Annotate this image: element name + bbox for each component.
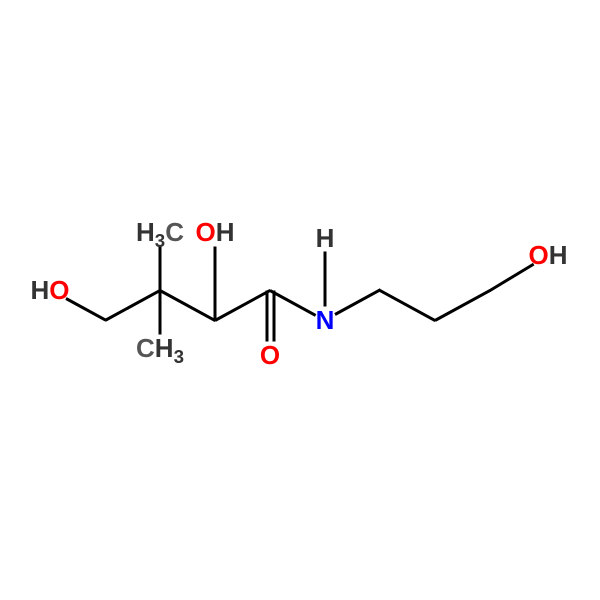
bond — [379, 289, 435, 322]
atom-CH3_top: H3C — [136, 219, 184, 245]
molecule-canvas: HO H3C CH3 OH O N H OH — [0, 0, 600, 600]
bond — [214, 246, 217, 320]
bond — [159, 289, 215, 322]
atom-CH3_bot: CH3 — [136, 335, 184, 361]
bond — [265, 290, 268, 341]
atom-HO_left: HO — [30, 277, 69, 303]
bond — [159, 290, 162, 334]
atom-H_on_N: H — [316, 225, 335, 251]
atom-N_label: N — [316, 307, 335, 333]
bond — [489, 263, 534, 292]
atom-OH_right: OH — [528, 242, 567, 268]
bond — [324, 251, 327, 306]
bond — [272, 290, 275, 341]
atom-OH_top: OH — [195, 219, 234, 245]
bond — [104, 289, 160, 322]
atom-O_dbl: O — [260, 342, 280, 368]
bond — [214, 289, 270, 322]
bond — [159, 246, 162, 290]
bond — [269, 289, 316, 316]
bond — [334, 289, 381, 316]
bond — [434, 289, 490, 322]
bond — [65, 297, 106, 321]
